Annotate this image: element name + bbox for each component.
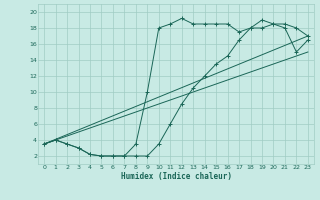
X-axis label: Humidex (Indice chaleur): Humidex (Indice chaleur) <box>121 172 231 181</box>
